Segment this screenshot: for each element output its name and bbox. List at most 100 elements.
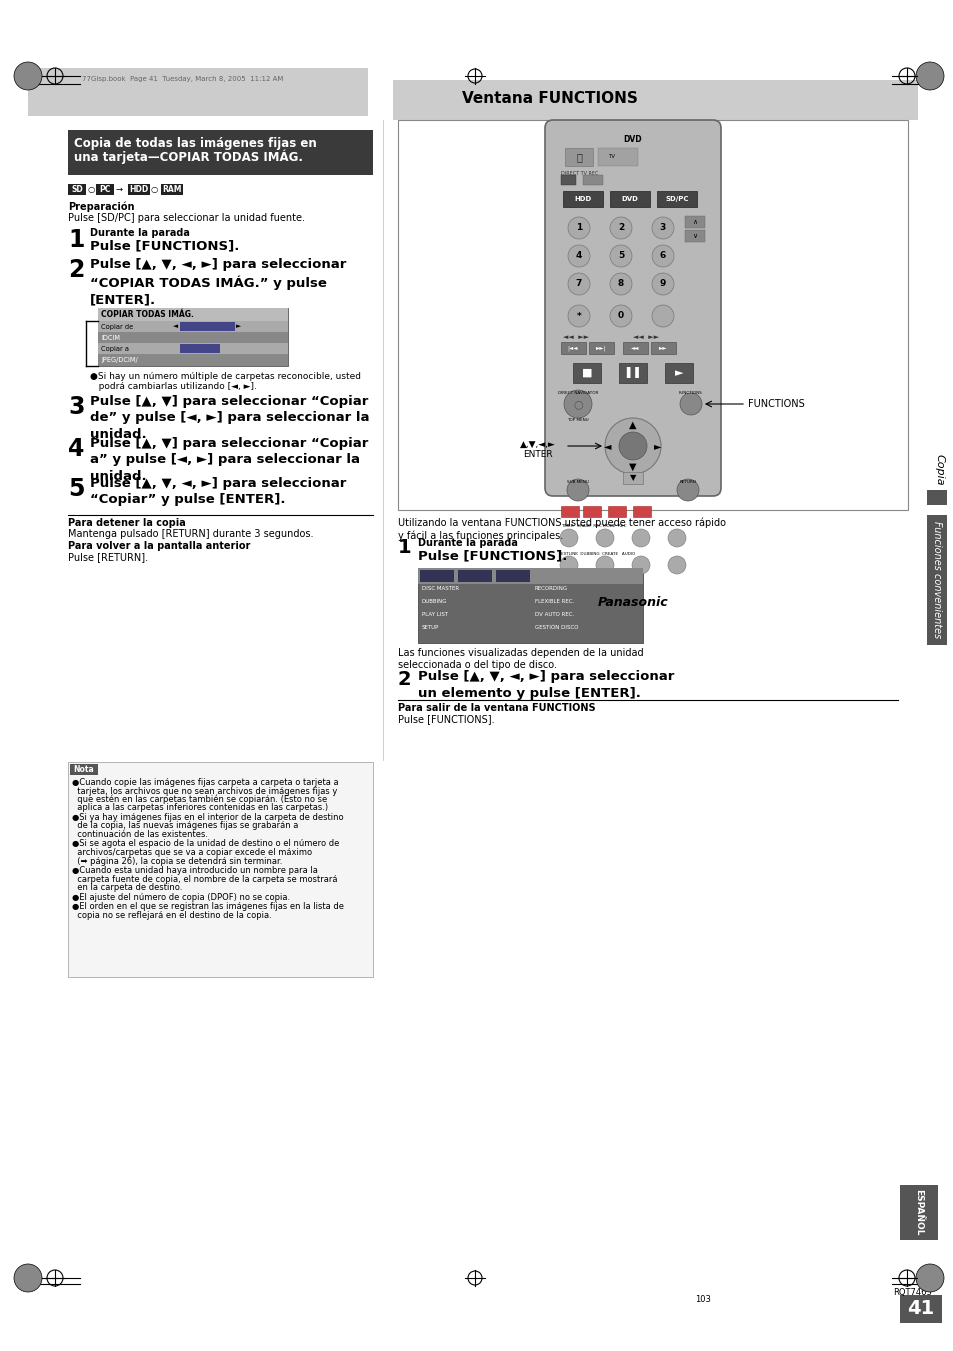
Text: 8: 8 bbox=[618, 280, 623, 289]
Bar bbox=[161, 184, 183, 195]
Bar bbox=[68, 184, 86, 195]
Text: ●El orden en el que se registran las imágenes fijas en la lista de: ●El orden en el que se registran las imá… bbox=[71, 902, 344, 911]
Text: ∧: ∧ bbox=[692, 219, 697, 226]
Text: RETURN: RETURN bbox=[679, 480, 696, 484]
Text: 3: 3 bbox=[659, 223, 665, 232]
Text: 41: 41 bbox=[906, 1300, 934, 1319]
Circle shape bbox=[609, 273, 631, 295]
Text: ◄◄  ►►: ◄◄ ►► bbox=[562, 334, 591, 340]
Text: 77Gisp.book  Page 41  Tuesday, March 8, 2005  11:12 AM: 77Gisp.book Page 41 Tuesday, March 8, 20… bbox=[82, 76, 283, 82]
Text: DVD: DVD bbox=[505, 574, 520, 578]
Bar bbox=[68, 130, 373, 176]
Bar bbox=[98, 308, 288, 366]
Circle shape bbox=[567, 218, 589, 239]
Bar bbox=[28, 68, 368, 116]
Text: ∨: ∨ bbox=[692, 232, 697, 239]
Text: HDD: HDD bbox=[192, 346, 208, 351]
Text: →: → bbox=[115, 185, 122, 195]
Text: JPEG/DCIM/: JPEG/DCIM/ bbox=[101, 357, 137, 363]
Bar bbox=[664, 363, 692, 382]
Text: Durante la parada: Durante la parada bbox=[90, 228, 190, 238]
Circle shape bbox=[609, 218, 631, 239]
Text: TV: TV bbox=[607, 154, 615, 159]
Text: SUB MENU: SUB MENU bbox=[566, 480, 588, 484]
Text: COPIAR TODAS IMÁG.: COPIAR TODAS IMÁG. bbox=[101, 309, 193, 319]
Bar bbox=[926, 515, 946, 644]
Text: FUNCTIONS: FUNCTIONS bbox=[679, 390, 702, 394]
Text: DV AUTO REC.: DV AUTO REC. bbox=[535, 612, 574, 617]
Text: ○: ○ bbox=[87, 185, 94, 195]
Text: HDD: HDD bbox=[574, 196, 591, 203]
Text: Mantenga pulsado [RETURN] durante 3 segundos.: Mantenga pulsado [RETURN] durante 3 segu… bbox=[68, 530, 314, 539]
Text: (➡ página 26), la copia se detendrá sin terminar.: (➡ página 26), la copia se detendrá sin … bbox=[71, 857, 282, 866]
Circle shape bbox=[915, 1265, 943, 1292]
Text: archivos/carpetas que se va a copiar excede el máximo: archivos/carpetas que se va a copiar exc… bbox=[71, 848, 312, 857]
Bar bbox=[657, 190, 697, 207]
Bar bbox=[417, 567, 642, 643]
Text: HDD: HDD bbox=[429, 574, 444, 578]
Text: Pulse [FUNCTIONS].: Pulse [FUNCTIONS]. bbox=[417, 549, 567, 562]
Circle shape bbox=[679, 393, 701, 415]
Text: Copiar de: Copiar de bbox=[101, 323, 133, 330]
Circle shape bbox=[667, 557, 685, 574]
Text: ◄: ◄ bbox=[603, 440, 611, 451]
Text: 3: 3 bbox=[68, 394, 85, 419]
Circle shape bbox=[915, 62, 943, 91]
Text: ▼: ▼ bbox=[629, 462, 636, 471]
Bar bbox=[582, 507, 600, 517]
Bar bbox=[560, 176, 576, 185]
Text: GESTIÓN DISCO: GESTIÓN DISCO bbox=[535, 626, 578, 630]
Bar bbox=[98, 322, 288, 332]
Text: de la copia, las nuevas imágenes fijas se grabarán a: de la copia, las nuevas imágenes fijas s… bbox=[71, 821, 298, 831]
Bar bbox=[98, 343, 288, 354]
Text: |◄◄: |◄◄ bbox=[567, 346, 578, 351]
Text: 7: 7 bbox=[576, 280, 581, 289]
Bar bbox=[622, 471, 642, 484]
Bar bbox=[96, 184, 113, 195]
Text: ►►: ►► bbox=[659, 346, 666, 350]
Bar bbox=[582, 176, 602, 185]
Circle shape bbox=[651, 305, 673, 327]
Bar bbox=[899, 1296, 941, 1323]
Text: FLEXIBLE REC.: FLEXIBLE REC. bbox=[535, 598, 574, 604]
Bar bbox=[496, 570, 530, 582]
Text: aplica a las carpetas inferiores contenidas en las carpetas.): aplica a las carpetas inferiores conteni… bbox=[71, 804, 328, 812]
Text: ○: ○ bbox=[151, 185, 158, 195]
Bar bbox=[588, 342, 614, 354]
Text: ▲: ▲ bbox=[629, 420, 636, 430]
Text: Ventana FUNCTIONS: Ventana FUNCTIONS bbox=[461, 91, 638, 105]
Text: 1: 1 bbox=[576, 223, 581, 232]
Text: TIMER   ERASE  REC MODE  REC: TIMER ERASE REC MODE REC bbox=[560, 524, 626, 528]
Circle shape bbox=[567, 273, 589, 295]
Text: DVD: DVD bbox=[621, 196, 638, 203]
Text: Funciones convenientes: Funciones convenientes bbox=[931, 521, 941, 639]
Text: SD: SD bbox=[71, 185, 83, 195]
Circle shape bbox=[651, 273, 673, 295]
Bar bbox=[417, 567, 642, 584]
Text: 1: 1 bbox=[397, 538, 411, 557]
Text: FUNCTIONS: FUNCTIONS bbox=[747, 399, 804, 409]
Circle shape bbox=[14, 1265, 42, 1292]
Text: ●Cuando copie las imágenes fijas carpeta a carpeta o tarjeta a: ●Cuando copie las imágenes fijas carpeta… bbox=[71, 778, 338, 788]
Text: copia no se reflejará en el destino de la copia.: copia no se reflejará en el destino de l… bbox=[71, 911, 272, 920]
Text: Pulse [▲, ▼] para seleccionar “Copiar
a” y pulse [◄, ►] para seleccionar la
unid: Pulse [▲, ▼] para seleccionar “Copiar a”… bbox=[90, 436, 368, 484]
Text: 4: 4 bbox=[68, 436, 84, 461]
Bar bbox=[899, 1185, 937, 1240]
Bar bbox=[684, 230, 704, 242]
Text: ▼: ▼ bbox=[629, 473, 636, 482]
Text: ENTER: ENTER bbox=[623, 443, 641, 449]
Bar bbox=[609, 190, 649, 207]
Text: 2: 2 bbox=[618, 223, 623, 232]
Text: Pulse [SD/PC] para seleccionar la unidad fuente.: Pulse [SD/PC] para seleccionar la unidad… bbox=[68, 213, 305, 223]
Text: Pulse [▲, ▼] para seleccionar “Copiar
de” y pulse [◄, ►] para seleccionar la
uni: Pulse [▲, ▼] para seleccionar “Copiar de… bbox=[90, 394, 369, 440]
Bar bbox=[618, 363, 646, 382]
Text: ▲,▼,◄,►
ENTER: ▲,▼,◄,► ENTER bbox=[519, 440, 556, 459]
Bar bbox=[650, 342, 676, 354]
Text: Para detener la copia: Para detener la copia bbox=[68, 517, 186, 528]
Bar bbox=[98, 332, 288, 343]
Text: Pulse [FUNCTIONS].: Pulse [FUNCTIONS]. bbox=[397, 713, 494, 724]
Circle shape bbox=[667, 530, 685, 547]
Circle shape bbox=[596, 557, 614, 574]
Text: Pulse [▲, ▼, ◄, ►] para seleccionar
“COPIAR TODAS IMÁG.” y pulse
[ENTER].: Pulse [▲, ▼, ◄, ►] para seleccionar “COP… bbox=[90, 258, 346, 307]
Text: en la carpeta de destino.: en la carpeta de destino. bbox=[71, 884, 182, 892]
